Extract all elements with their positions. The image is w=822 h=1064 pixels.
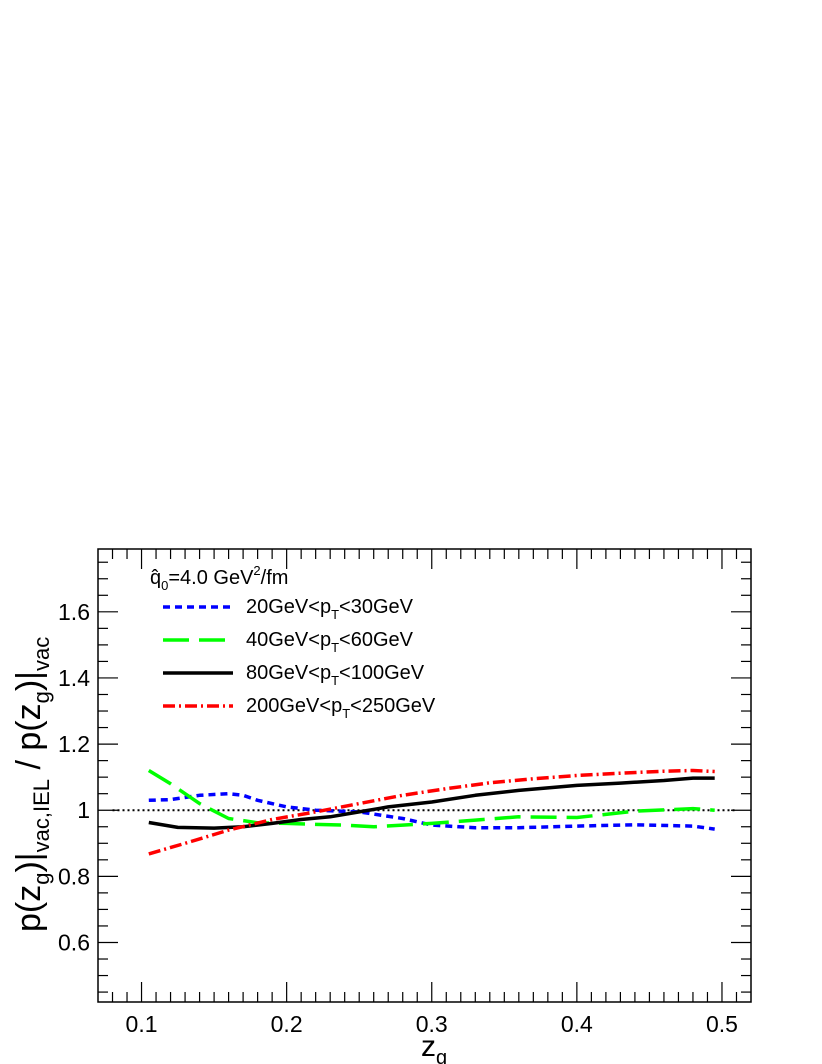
legend-label-2: 40GeV<pT<60GeV [246, 629, 414, 655]
plot-frame [97, 548, 752, 1003]
legend-header: q̂0=4.0 GeV2/fm [150, 563, 288, 593]
legend-label-3: 80GeV<pT<100GeV [246, 662, 425, 688]
series-lines [147, 768, 715, 856]
x-tick-label: 0.4 [561, 1011, 593, 1037]
tick-labels: 0.1 0.2 0.3 0.4 0.5 0.6 0.8 1 1.2 1.4 1.6 [58, 599, 738, 1037]
series-line-4 [148, 768, 715, 856]
legend: 20GeV<pT<30GeV 40GeV<pT<60GeV 80GeV<pT<100… [163, 596, 436, 721]
y-tick-label: 0.6 [58, 929, 90, 955]
legend-label-4: 200GeV<pT<250GeV [246, 695, 436, 721]
y-tick-label: 1.4 [58, 665, 90, 691]
x-tick-label: 0.3 [416, 1011, 448, 1037]
x-axis-title: zg [421, 1030, 447, 1064]
legend-label-1: 20GeV<pT<30GeV [246, 596, 414, 622]
y-tick-label: 1 [77, 797, 90, 823]
series-line-3 [148, 776, 715, 830]
series-line-2 [147, 769, 715, 829]
x-tick-label: 0.1 [126, 1011, 158, 1037]
y-axis-title: p(zg)|vac,IEL / p(zg)|vac [10, 637, 54, 932]
axis-ticks [98, 549, 751, 1002]
x-tick-label: 0.2 [271, 1011, 303, 1037]
y-tick-label: 1.2 [58, 731, 90, 757]
y-tick-label: 0.8 [58, 863, 90, 889]
y-tick-label: 1.6 [58, 599, 90, 625]
x-tick-label: 0.5 [706, 1011, 738, 1037]
